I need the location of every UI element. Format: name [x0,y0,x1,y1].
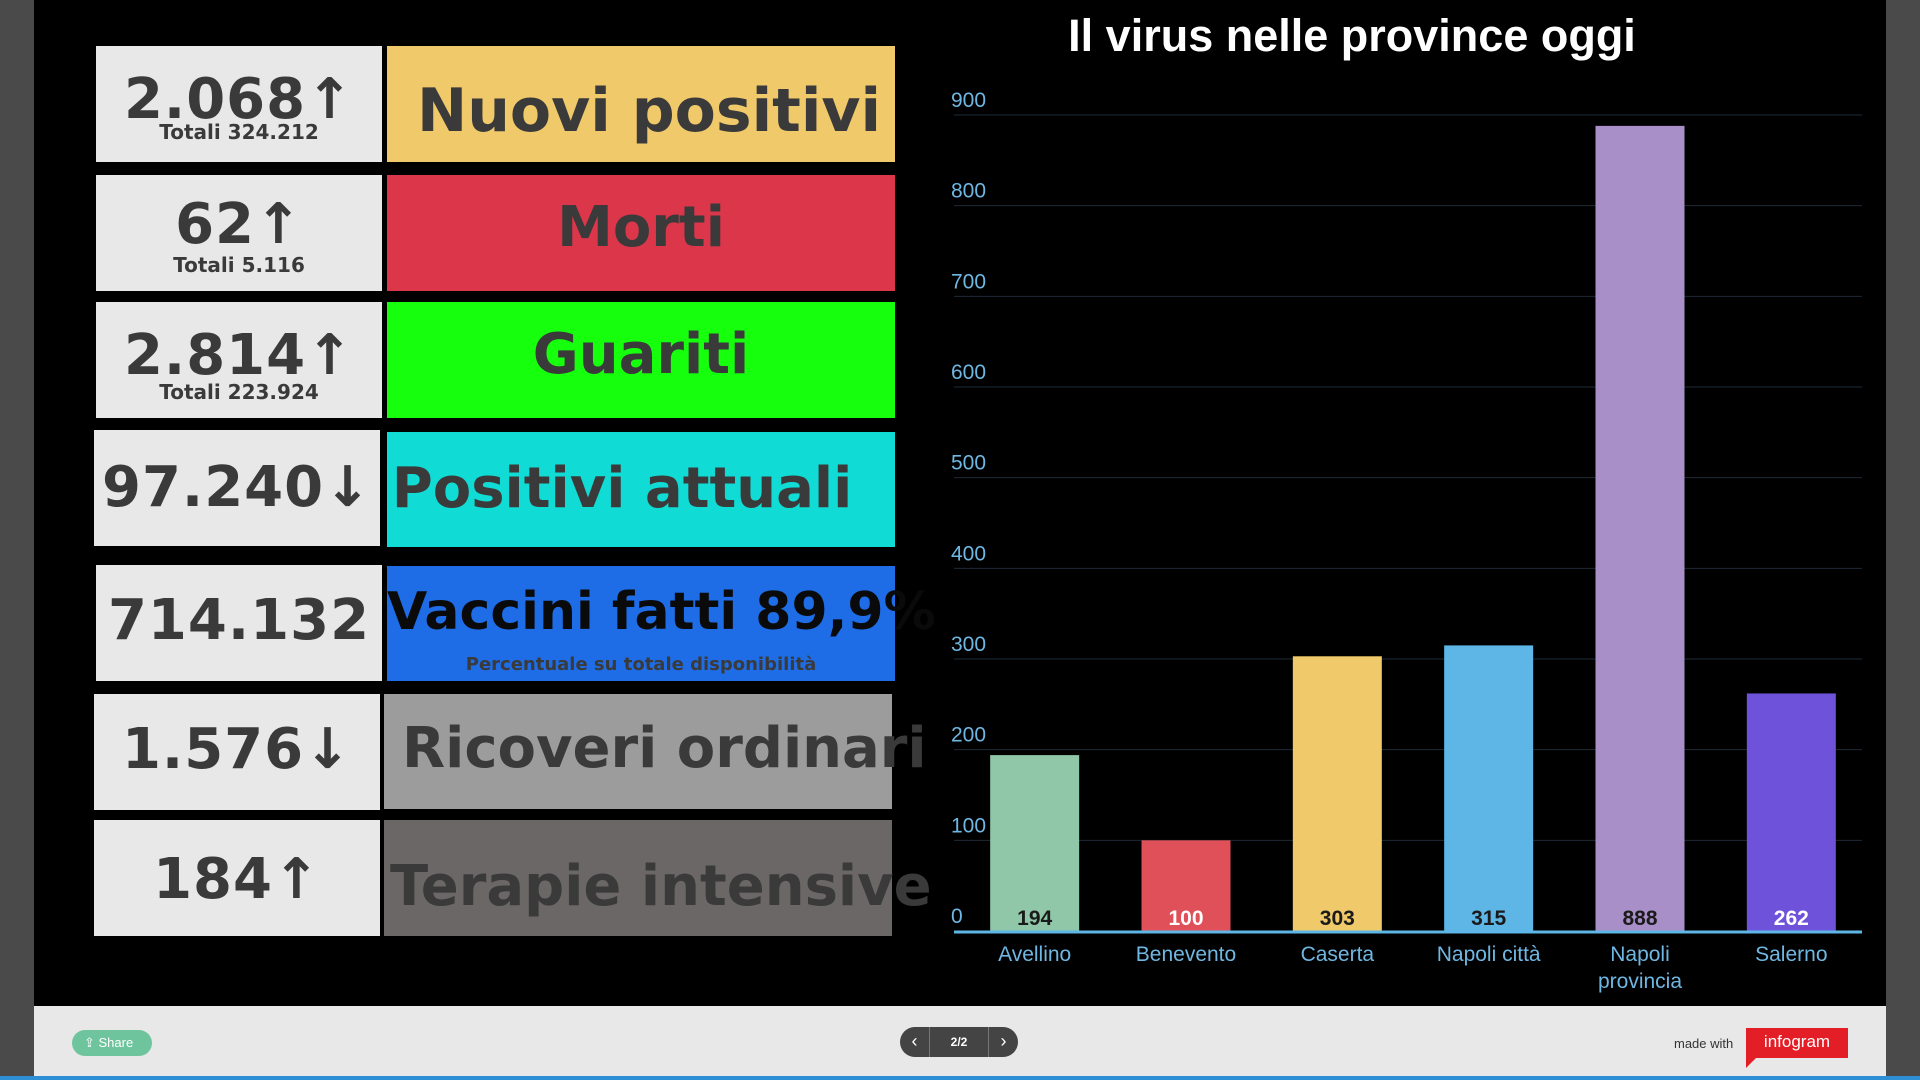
bar [990,755,1080,931]
bar [1292,656,1382,931]
next-page-button[interactable]: › [988,1027,1018,1057]
x-tick-label: Napoli [1610,943,1670,966]
footer-accent-line [0,1076,1920,1080]
x-tick-label: Caserta [1301,943,1375,966]
infogram-logo[interactable]: infogram [1746,1028,1848,1058]
footer-bar: ⇪ Share ‹ 2/2 › made with infogram [34,1006,1886,1076]
bar [1444,645,1534,931]
y-tick-label: 500 [951,452,986,475]
data-label: 194 [1017,907,1052,930]
data-label: 262 [1774,907,1809,930]
label-box-ricoveri: Ricoveri ordinari [384,694,927,809]
share-label: Share [98,1035,134,1050]
y-tick-label: 900 [951,89,986,112]
chevron-right-icon: › [1000,1031,1007,1051]
label-text: Positivi attuali [391,456,853,521]
share-button[interactable]: ⇪ Share [72,1030,152,1056]
stat-value: 1.576↓ [121,717,353,782]
logo-tail [1746,1056,1758,1068]
prev-page-button[interactable]: ‹ [900,1027,930,1057]
label-text: Ricoveri ordinari [402,716,927,781]
label-box-terapie: Terapie intensive [384,820,932,936]
stat-value: 62↑ [175,192,303,257]
data-label: 888 [1622,907,1657,930]
made-with-text: made with [1674,1036,1734,1051]
stat-value: 2.814↑ [123,323,355,388]
stat-total: Totali 5.116 [173,253,305,277]
label-text: Guariti [532,322,750,387]
stat-value-box: 714.132 [96,565,382,681]
label-text: Nuovi positivi [417,76,882,146]
y-tick-label: 800 [951,180,986,203]
label-box-positivi-attuali: Positivi attuali [387,432,895,547]
stat-value-box: 2.068↑ Totali 324.212 [96,46,382,162]
stat-value: 184↑ [153,847,321,912]
stat-value-box: 1.576↓ [94,694,380,810]
y-tick-label: 0 [951,905,963,928]
y-tick-label: 600 [951,361,986,384]
bar-chart: 0 100 200 300 400 500 600 700 800 900 194 Avellino 1… [951,89,1862,993]
stat-value-box: 184↑ [94,820,380,936]
bar [1746,693,1836,931]
stat-value: 2.068↑ [123,67,355,132]
x-tick-label: Napoli città [1437,943,1541,966]
y-tick-label: 300 [951,633,986,656]
bar [1141,840,1231,931]
label-text: Terapie intensive [390,854,932,919]
stat-value: 97.240↓ [101,455,373,520]
label-text: Vaccini fatti 89,9% [387,582,936,642]
share-icon: ⇪ [84,1035,99,1050]
stat-total: Totali 223.924 [159,380,319,404]
pager: ‹ 2/2 › [900,1027,1018,1057]
label-box-nuovi-positivi: Nuovi positivi [387,46,895,162]
label-box-vaccini: Vaccini fatti 89,9% Percentuale su total… [387,566,936,681]
chevron-left-icon: ‹ [911,1031,918,1051]
label-box-morti: Morti [387,175,895,291]
page-count: 2/2 [950,1035,968,1049]
x-tick-label: Avellino [998,943,1071,966]
stat-value-box: 2.814↑ Totali 223.924 [96,302,382,418]
stat-value: 714.132 [107,588,371,653]
x-tick-label: Benevento [1136,943,1236,966]
label-text: Morti [557,195,725,260]
stat-value-box: 97.240↓ [94,430,380,546]
label-box-guariti: Guariti [387,302,895,418]
data-label: 303 [1320,907,1355,930]
y-tick-label: 400 [951,542,986,565]
infographic-canvas: 2.068↑ Totali 324.212 Nuovi positivi 62↑… [34,0,1886,1006]
stat-total: Totali 324.212 [159,120,319,144]
label-sublabel: Percentuale su totale disponibilità [465,654,817,675]
x-tick-label: provincia [1598,970,1682,993]
x-tick-label: Salerno [1755,943,1827,966]
data-label: 100 [1168,907,1203,930]
stat-value-box: 62↑ Totali 5.116 [96,175,382,291]
y-tick-label: 200 [951,724,986,747]
y-tick-label: 700 [951,270,986,293]
data-label: 315 [1471,907,1506,930]
chart-title: Il virus nelle province oggi [1068,10,1636,61]
y-tick-label: 100 [951,814,986,837]
bar [1595,125,1685,931]
